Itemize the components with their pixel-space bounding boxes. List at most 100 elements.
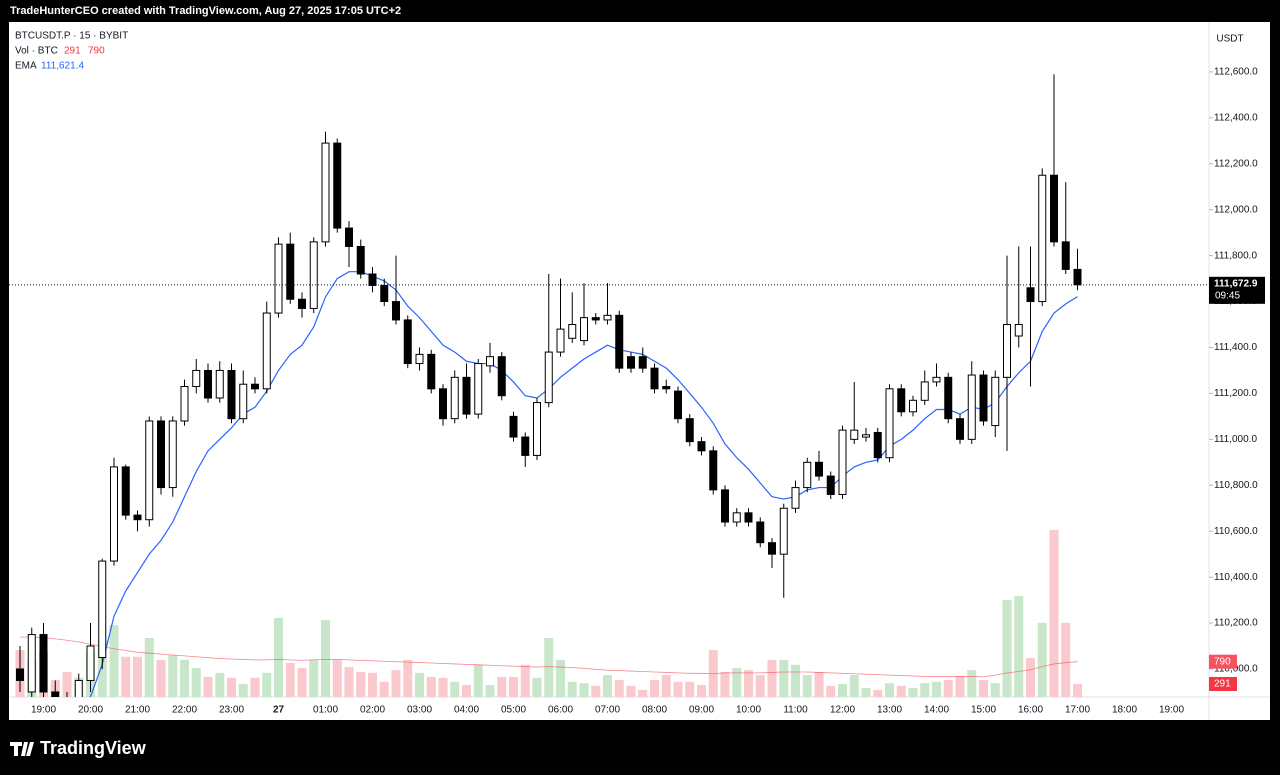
volume-bar — [415, 672, 424, 697]
candle-body — [145, 420, 154, 521]
y-tick-label: 111,200.0 — [1214, 388, 1257, 399]
volume-bar — [979, 680, 988, 697]
volume-bar — [1026, 658, 1035, 697]
candle-body — [967, 374, 976, 440]
candle-body — [521, 436, 530, 456]
y-tick-label: 110,200.0 — [1214, 618, 1258, 629]
candle-body — [650, 367, 659, 390]
volume-bar — [321, 620, 330, 697]
y-tick-label: 111,000.0 — [1214, 434, 1257, 445]
candle-body — [756, 521, 765, 544]
volume-bar — [697, 684, 706, 697]
candle-body — [768, 542, 776, 555]
x-tick-label: 06:00 — [548, 705, 573, 716]
y-tick-label: 110,800.0 — [1214, 480, 1258, 491]
candle-body — [110, 466, 118, 562]
candle-body — [885, 388, 894, 459]
candle-body — [274, 243, 283, 314]
volume-bar — [403, 659, 413, 697]
candle-body — [74, 679, 83, 697]
volume-bar — [567, 681, 577, 697]
candle-body — [838, 429, 847, 495]
y-tick-label: 112,400.0 — [1214, 112, 1258, 123]
vol-box — [1209, 676, 1237, 691]
volume-bar — [544, 638, 554, 697]
volume-bar — [990, 683, 1000, 697]
x-tick-label: 09:00 — [689, 705, 714, 716]
x-tick-label: 11:00 — [783, 705, 808, 716]
candle-body — [826, 475, 835, 495]
candle-body — [568, 324, 577, 339]
volume-bar — [579, 683, 589, 697]
candle-body — [368, 273, 377, 286]
plot-pane — [15, 74, 1082, 697]
volume-bar — [603, 675, 612, 697]
candle-body — [803, 461, 812, 489]
brand: TradingView — [40, 738, 147, 758]
candle-body — [697, 441, 706, 452]
candle-body — [791, 487, 800, 509]
volume-bar — [556, 659, 565, 697]
x-tick-label: 04:00 — [454, 705, 479, 716]
candle-body — [309, 241, 318, 309]
candle-body — [897, 388, 906, 413]
candle-body — [1014, 324, 1023, 337]
candle-body — [991, 376, 1000, 427]
candle-body — [709, 450, 718, 491]
candle-body — [215, 369, 224, 399]
x-tick-label: 21:00 — [125, 705, 150, 716]
candle-body — [580, 317, 588, 342]
candle-body — [1073, 268, 1082, 286]
y-tick-label: 110,600.0 — [1214, 526, 1258, 537]
volume-bar — [356, 671, 366, 697]
candle-body — [638, 356, 647, 369]
candle-body — [615, 314, 624, 369]
candle-body — [16, 668, 24, 681]
volume-bar — [121, 656, 131, 697]
volume-bar — [885, 683, 894, 697]
x-tick-label: 27 — [273, 705, 285, 716]
ema-value: 111,621.4 — [41, 61, 84, 72]
candle-body — [192, 369, 201, 388]
currency: USDT — [1216, 34, 1243, 45]
volume-bar — [133, 656, 142, 697]
candle-body — [627, 356, 635, 369]
volume-bar — [180, 659, 189, 697]
x-tick-label: 19:00 — [31, 705, 56, 716]
candle-body — [685, 418, 694, 443]
volume-bar — [379, 681, 389, 697]
vol-axis-label: 291 — [1214, 679, 1231, 690]
volume-bar — [755, 675, 765, 697]
y-tick-label: 111,400.0 — [1214, 342, 1257, 353]
candle-body — [345, 227, 353, 247]
volume-ma-line — [20, 636, 1078, 678]
candle-body — [251, 383, 259, 390]
volume-bar — [838, 684, 847, 697]
candle-body — [380, 284, 389, 303]
x-tick-label: 23:00 — [219, 705, 244, 716]
candle-body — [556, 328, 565, 353]
candle-body — [333, 142, 342, 229]
x-tick-label: 14:00 — [924, 705, 949, 716]
volume-bar — [685, 681, 695, 697]
x-tick-label: 10:00 — [736, 705, 761, 716]
volume-bar — [626, 685, 636, 697]
header: TradeHunterCEO created with TradingView.… — [10, 5, 401, 17]
volume-bar — [591, 685, 601, 697]
y-tick-label: 112,000.0 — [1214, 204, 1258, 215]
volume-bar — [391, 670, 401, 697]
candle-body — [239, 383, 248, 420]
volume-bar — [1049, 529, 1059, 697]
brand-logo — [10, 742, 34, 756]
candle-body — [286, 243, 295, 300]
x-tick-label: 12:00 — [830, 705, 855, 716]
volume-bar — [215, 672, 225, 697]
volume-bar — [943, 680, 953, 697]
volume-bar — [274, 617, 283, 697]
candle-body — [415, 353, 424, 365]
volume-bar — [896, 685, 906, 697]
candle-body — [1050, 174, 1058, 243]
x-tick-label: 20:00 — [78, 705, 103, 716]
volume-bar — [955, 675, 965, 697]
countdown: 09:45 — [1215, 290, 1240, 301]
